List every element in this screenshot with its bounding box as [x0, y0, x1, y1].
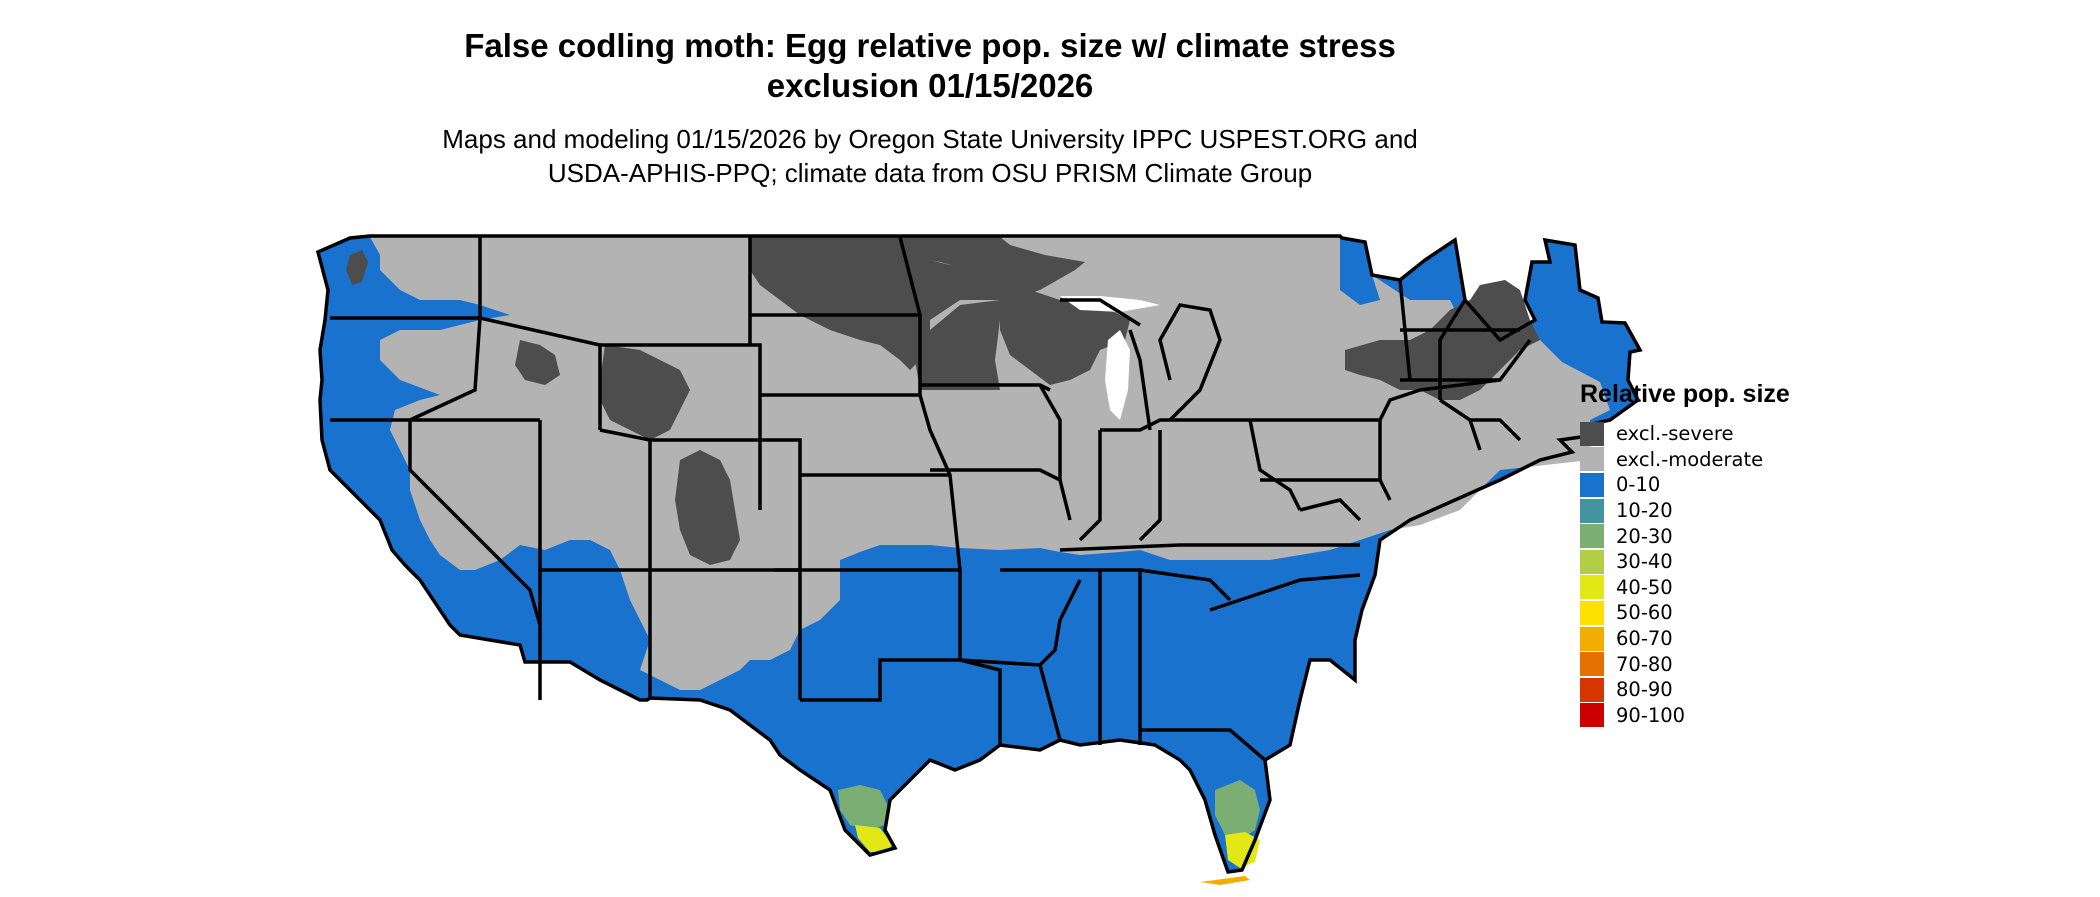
legend-item: excl.-moderate	[1580, 447, 1790, 473]
legend-label: 0-10	[1616, 473, 1661, 497]
legend-swatch	[1580, 524, 1604, 549]
zone-south-texas-40-50	[855, 825, 893, 852]
legend-swatch	[1580, 703, 1604, 728]
zone-excl-severe-wisconsin	[1000, 290, 1130, 385]
legend-title: Relative pop. size	[1580, 380, 1790, 408]
map-title: False codling moth: Egg relative pop. si…	[330, 26, 1530, 106]
legend-item: 10-20	[1580, 498, 1790, 524]
zone-florida-20-30	[1215, 780, 1260, 840]
legend-label: 10-20	[1616, 499, 1673, 523]
title-line-1: False codling moth: Egg relative pop. si…	[464, 27, 1396, 64]
legend-item: 20-30	[1580, 523, 1790, 549]
legend-item: 30-40	[1580, 549, 1790, 575]
legend-swatch	[1580, 600, 1604, 625]
legend-swatch	[1580, 421, 1604, 446]
zone-florida-40-50	[1225, 832, 1260, 868]
legend-item: 40-50	[1580, 575, 1790, 601]
legend-label: 70-80	[1616, 652, 1673, 676]
legend-label: 80-90	[1616, 678, 1673, 702]
zone-excl-severe-minnesota	[900, 237, 1085, 390]
zone-excl-severe-wyoming	[600, 345, 690, 440]
title-line-2: exclusion 01/15/2026	[766, 67, 1094, 104]
legend-item: 90-100	[1580, 703, 1790, 729]
legend-swatch	[1580, 626, 1604, 651]
legend-item: 80-90	[1580, 677, 1790, 703]
subtitle-line-2: USDA-APHIS-PPQ; climate data from OSU PR…	[547, 158, 1313, 188]
legend-item: 60-70	[1580, 626, 1790, 652]
legend-item: 50-60	[1580, 600, 1790, 626]
legend-swatch	[1580, 575, 1604, 600]
legend-item: 70-80	[1580, 651, 1790, 677]
zone-excl-severe-colorado	[675, 450, 740, 565]
map-subtitle: Maps and modeling 01/15/2026 by Oregon S…	[330, 122, 1530, 190]
zone-excl-severe-idaho	[515, 340, 560, 385]
legend-swatch	[1580, 652, 1604, 677]
lake-michigan	[1105, 330, 1130, 420]
legend-label: excl.-severe	[1616, 422, 1734, 446]
legend-swatch	[1580, 472, 1604, 497]
legend-label: 90-100	[1616, 703, 1686, 727]
legend-item: 0-10	[1580, 472, 1790, 498]
legend-items: excl.-severe excl.-moderate 0-10 10-20 20-30…	[1580, 421, 1790, 728]
zone-florida-keys-60-70	[1200, 876, 1250, 885]
legend: Relative pop. size excl.-severe excl.-mod…	[1580, 380, 1790, 728]
zone-excl-severe-washington	[346, 250, 368, 285]
legend-label: 20-30	[1616, 524, 1673, 548]
zone-excl-severe-northeast	[1345, 280, 1540, 400]
subtitle-line-1: Maps and modeling 01/15/2026 by Oregon S…	[442, 124, 1418, 154]
legend-swatch	[1580, 498, 1604, 523]
zone-excl-severe-north	[750, 237, 1020, 370]
legend-swatch	[1580, 677, 1604, 702]
legend-swatch	[1580, 549, 1604, 574]
zone-excl-moderate	[370, 237, 1610, 690]
state-boundaries	[315, 234, 1643, 874]
legend-label: 40-50	[1616, 575, 1673, 599]
legend-label: 60-70	[1616, 627, 1673, 651]
legend-swatch	[1580, 447, 1604, 472]
zone-south-texas-20-30	[838, 785, 890, 830]
legend-label: excl.-moderate	[1616, 447, 1764, 471]
legend-label: 50-60	[1616, 601, 1673, 625]
legend-label: 30-40	[1616, 550, 1673, 574]
legend-item: excl.-severe	[1580, 421, 1790, 447]
